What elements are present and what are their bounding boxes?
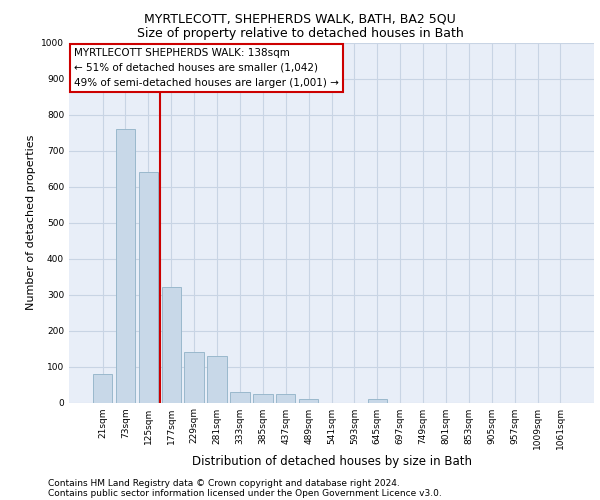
- Text: MYRTLECOTT SHEPHERDS WALK: 138sqm
← 51% of detached houses are smaller (1,042)
4: MYRTLECOTT SHEPHERDS WALK: 138sqm ← 51% …: [74, 48, 339, 88]
- X-axis label: Distribution of detached houses by size in Bath: Distribution of detached houses by size …: [191, 455, 472, 468]
- Bar: [253, 394, 272, 402]
- Bar: [184, 352, 204, 403]
- Bar: [208, 356, 227, 403]
- Text: Size of property relative to detached houses in Bath: Size of property relative to detached ho…: [137, 28, 463, 40]
- Bar: [276, 394, 295, 402]
- Text: Contains HM Land Registry data © Crown copyright and database right 2024.: Contains HM Land Registry data © Crown c…: [48, 478, 400, 488]
- Bar: [230, 392, 250, 402]
- Bar: [139, 172, 158, 402]
- Text: Contains public sector information licensed under the Open Government Licence v3: Contains public sector information licen…: [48, 488, 442, 498]
- Bar: [299, 399, 319, 402]
- Bar: [368, 399, 387, 402]
- Bar: [161, 288, 181, 403]
- Bar: [93, 374, 112, 402]
- Bar: [116, 129, 135, 402]
- Text: MYRTLECOTT, SHEPHERDS WALK, BATH, BA2 5QU: MYRTLECOTT, SHEPHERDS WALK, BATH, BA2 5Q…: [144, 12, 456, 26]
- Y-axis label: Number of detached properties: Number of detached properties: [26, 135, 35, 310]
